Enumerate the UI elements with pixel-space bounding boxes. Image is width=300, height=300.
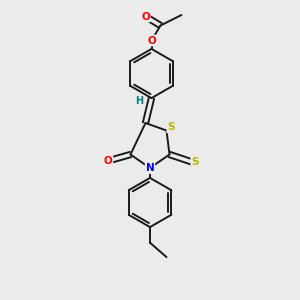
Text: H: H (135, 96, 143, 106)
Text: S: S (167, 122, 175, 133)
Text: N: N (146, 163, 154, 173)
Text: O: O (141, 11, 150, 22)
Text: O: O (147, 35, 156, 46)
Text: O: O (103, 155, 112, 166)
Text: S: S (191, 157, 199, 167)
